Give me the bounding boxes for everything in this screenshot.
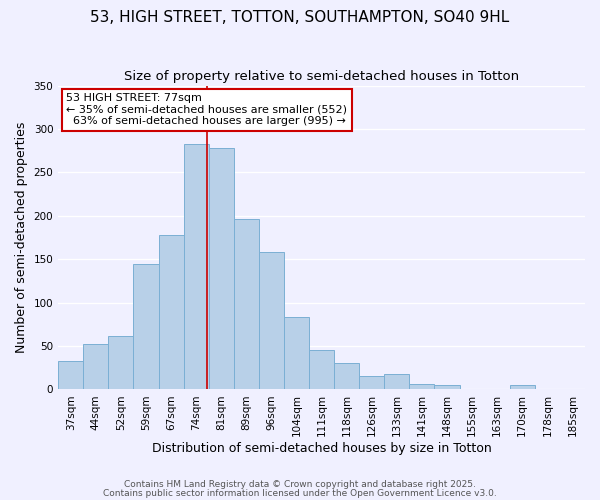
Bar xyxy=(460,388,485,390)
Bar xyxy=(385,374,409,390)
Text: Contains public sector information licensed under the Open Government Licence v3: Contains public sector information licen… xyxy=(103,489,497,498)
Bar xyxy=(83,344,109,390)
Title: Size of property relative to semi-detached houses in Totton: Size of property relative to semi-detach… xyxy=(124,70,519,83)
Text: 53 HIGH STREET: 77sqm
← 35% of semi-detached houses are smaller (552)
  63% of s: 53 HIGH STREET: 77sqm ← 35% of semi-deta… xyxy=(66,93,347,126)
Bar xyxy=(409,384,434,390)
Y-axis label: Number of semi-detached properties: Number of semi-detached properties xyxy=(15,122,28,353)
Text: Contains HM Land Registry data © Crown copyright and database right 2025.: Contains HM Land Registry data © Crown c… xyxy=(124,480,476,489)
Bar xyxy=(133,264,158,390)
Bar xyxy=(109,336,133,390)
Bar xyxy=(535,388,560,390)
Bar xyxy=(309,350,334,390)
Bar xyxy=(234,220,259,390)
Bar xyxy=(334,362,359,390)
Bar xyxy=(58,361,83,390)
Bar xyxy=(158,235,184,390)
X-axis label: Distribution of semi-detached houses by size in Totton: Distribution of semi-detached houses by … xyxy=(152,442,491,455)
Bar xyxy=(510,385,535,390)
Bar xyxy=(434,385,460,390)
Bar xyxy=(359,376,385,390)
Bar xyxy=(184,144,209,390)
Bar xyxy=(284,316,309,390)
Text: 53, HIGH STREET, TOTTON, SOUTHAMPTON, SO40 9HL: 53, HIGH STREET, TOTTON, SOUTHAMPTON, SO… xyxy=(91,10,509,25)
Bar xyxy=(209,148,234,390)
Bar xyxy=(259,252,284,390)
